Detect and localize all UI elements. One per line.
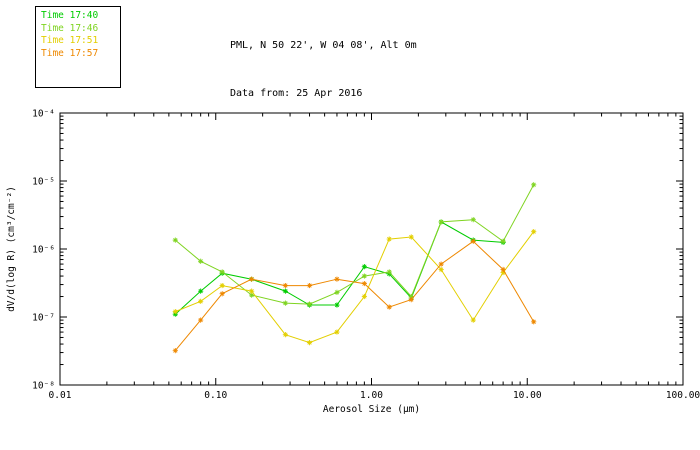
series-time-17-57-line <box>174 240 535 351</box>
x-axis-label: Aerosol Size (μm) <box>323 404 420 415</box>
axis-tick-labels: 0.01 0.10 1.00 10.00 100.00 10⁻⁸ 10⁻⁷ 10⁻⁶ 10⁻⁵ 1… <box>32 109 700 402</box>
y-tick-label: 10⁻⁷ <box>32 313 55 324</box>
legend-label-1746: Time 17:46 <box>41 22 99 34</box>
y-tick-label: 10⁻⁵ <box>32 177 55 188</box>
x-tick-label: 10.00 <box>513 390 542 401</box>
x-tick-label: 100.00 <box>666 390 700 401</box>
x-tick-label: 1.00 <box>360 390 383 401</box>
plot-header: PML, N 50 22', W 04 08', Alt 0m Data fro… <box>230 6 417 118</box>
legend-label-1740: Time 17:40 <box>41 10 99 21</box>
series-time-17-46-markers <box>172 182 537 307</box>
y-tick-label: 10⁻⁴ <box>32 109 55 120</box>
station-location-line: PML, N 50 22', W 04 08', Alt 0m <box>230 40 417 51</box>
plot-frame <box>59 112 684 386</box>
data-date-line: Data from: 25 Apr 2016 <box>230 88 363 99</box>
series-time-17-46-line <box>174 184 535 305</box>
legend-item: Time 17:57 <box>41 48 115 61</box>
y-axis <box>60 112 683 386</box>
legend-label-1751: Time 17:51 <box>41 35 99 46</box>
series-time-17-51-line <box>175 231 535 344</box>
series-time-17-51-markers <box>172 229 537 346</box>
series-time-17-57-markers <box>172 238 537 354</box>
y-tick-label: 10⁻⁸ <box>32 381 55 392</box>
legend-box: Time 17:40 Time 17:46 Time 17:51 Time 17… <box>35 6 121 88</box>
series-time-17-40-line <box>174 221 504 315</box>
legend-label-1757: Time 17:57 <box>41 47 99 59</box>
y-tick-label: 10⁻⁶ <box>32 245 55 256</box>
x-tick-label: 0.10 <box>204 390 227 401</box>
legend-item: Time 17:46 <box>41 23 115 36</box>
y-axis-label: dV/d(log R) (cm³/cm⁻²) <box>6 186 17 312</box>
x-axis <box>59 113 684 385</box>
legend-item: Time 17:40 <box>41 10 115 23</box>
x-tick-label: 0.01 <box>49 390 72 401</box>
legend-item: Time 17:51 <box>41 35 115 48</box>
